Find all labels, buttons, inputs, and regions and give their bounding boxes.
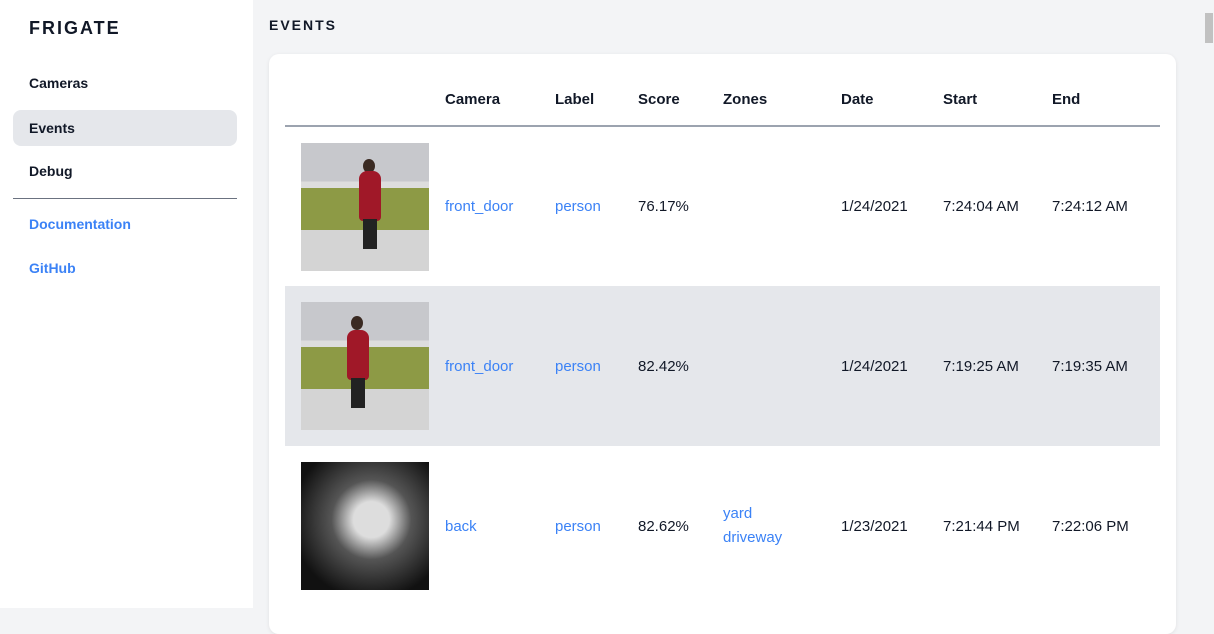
col-label: Label: [555, 74, 638, 127]
col-date: Date: [841, 74, 943, 127]
events-card: Camera Label Score Zones Date Start End …: [269, 54, 1176, 634]
event-thumbnail[interactable]: [301, 142, 429, 271]
event-thumbnail[interactable]: [301, 302, 429, 430]
scrollbar-thumb[interactable]: [1205, 13, 1213, 43]
date: 1/24/2021: [841, 286, 943, 446]
start-time: 7:24:04 AM: [943, 198, 1019, 215]
event-thumbnail[interactable]: [301, 462, 429, 590]
table-row[interactable]: front_door person 82.42% 1/24/2021 7:19:…: [285, 286, 1160, 446]
end-time: 7:22:06 PM: [1052, 517, 1129, 535]
col-score: Score: [638, 74, 723, 127]
page-title: EVENTS: [269, 17, 338, 33]
end-time: 7:19:35 AM: [1052, 286, 1160, 446]
scrollbar[interactable]: [1204, 0, 1214, 608]
app-logo: FRIGATE: [29, 18, 121, 38]
label-link[interactable]: person: [555, 286, 638, 446]
end-time: 7:24:12 AM: [1052, 198, 1128, 215]
score: 82.62%: [638, 517, 689, 535]
zone-link[interactable]: driveway: [723, 529, 783, 546]
camera-link[interactable]: back: [445, 517, 477, 535]
documentation-link[interactable]: Documentation: [29, 216, 131, 232]
label-link[interactable]: person: [555, 198, 601, 215]
col-end: End: [1052, 74, 1160, 127]
score: 82.42%: [638, 286, 723, 446]
start-time: 7:19:25 AM: [943, 286, 1052, 446]
sidebar-item-cameras[interactable]: Cameras: [29, 75, 89, 91]
sidebar-item-debug[interactable]: Debug: [29, 163, 73, 179]
events-table: Camera Label Score Zones Date Start End …: [285, 74, 1160, 606]
col-zones: Zones: [723, 74, 841, 127]
table-row[interactable]: back person 82.62% yard driveway 1/23/202…: [285, 446, 1160, 606]
label-link[interactable]: person: [555, 517, 601, 535]
start-time: 7:21:44 PM: [943, 517, 1020, 535]
col-thumbnail: [285, 74, 445, 127]
zones: yard driveway: [723, 446, 841, 606]
github-link[interactable]: GitHub: [29, 260, 76, 276]
col-start: Start: [943, 74, 1052, 127]
table-row[interactable]: front_door person 76.17% 1/24/2021 7:24:…: [285, 126, 1160, 286]
sidebar: FRIGATE Cameras Events Debug Documentati…: [0, 0, 253, 608]
camera-link[interactable]: front_door: [445, 198, 514, 215]
zones: [723, 286, 841, 446]
date: 1/23/2021: [841, 517, 908, 535]
col-camera: Camera: [445, 74, 555, 127]
sidebar-item-events[interactable]: Events: [13, 110, 237, 146]
score: 76.17%: [638, 198, 689, 215]
zones: [723, 126, 841, 286]
zone-link[interactable]: yard: [723, 505, 753, 522]
divider: [13, 198, 237, 199]
camera-link[interactable]: front_door: [445, 286, 555, 446]
date: 1/24/2021: [841, 198, 908, 215]
